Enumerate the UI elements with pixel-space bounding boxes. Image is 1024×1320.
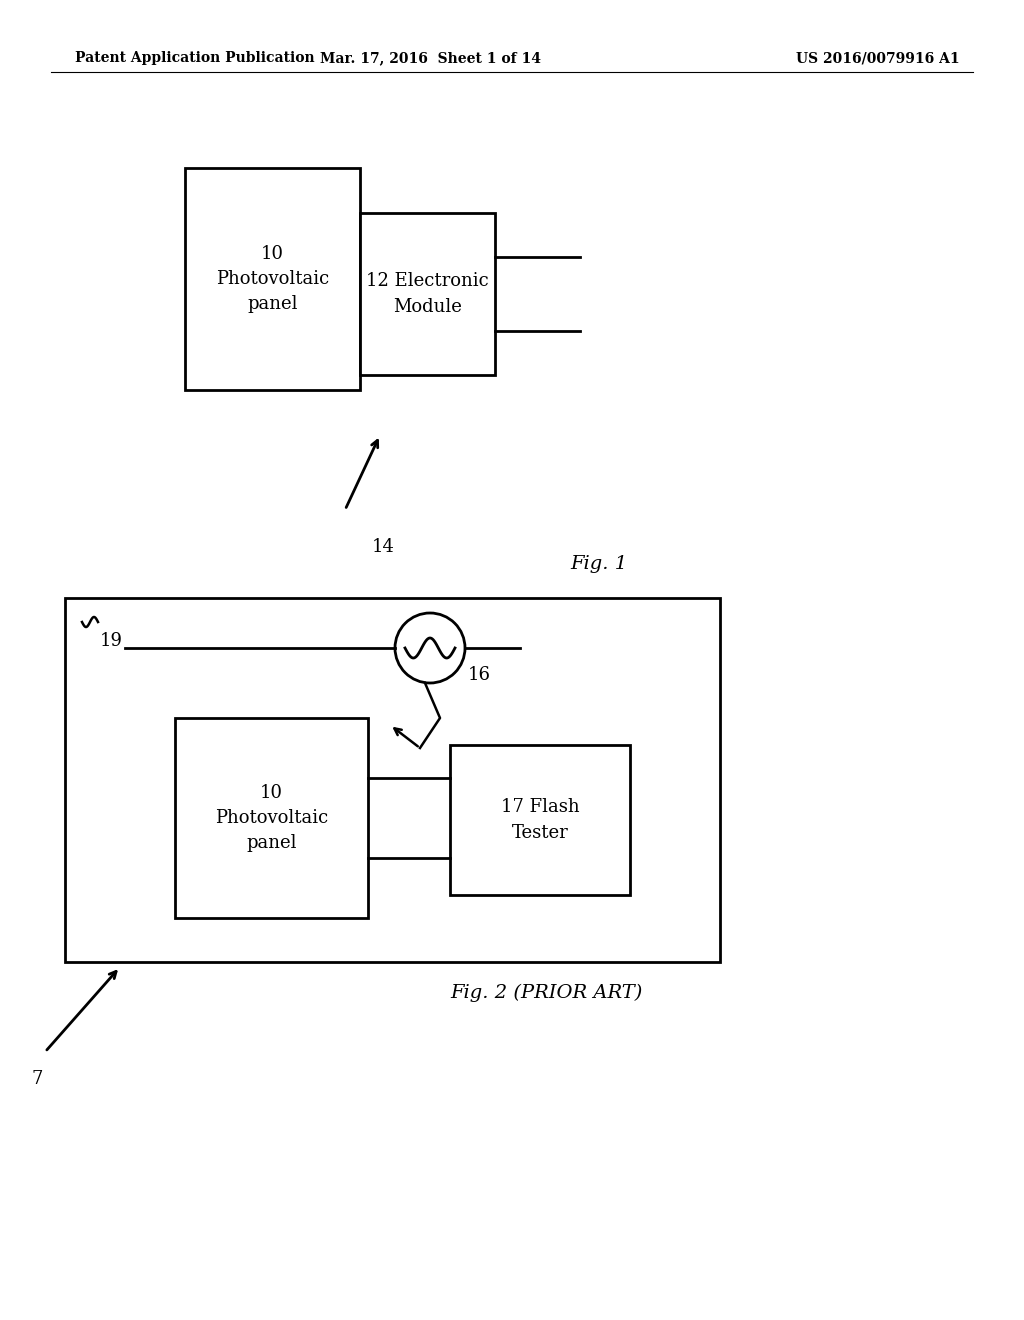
Text: 12 Electronic
Module: 12 Electronic Module [367, 272, 488, 315]
Text: 17 Flash
Tester: 17 Flash Tester [501, 799, 580, 842]
Bar [175, 718, 368, 917]
Text: Fig. 2 (PRIOR ART): Fig. 2 (PRIOR ART) [450, 983, 642, 1002]
Text: 10
Photovoltaic
panel: 10 Photovoltaic panel [215, 784, 328, 851]
Text: 7: 7 [32, 1071, 43, 1088]
Text: Mar. 17, 2016  Sheet 1 of 14: Mar. 17, 2016 Sheet 1 of 14 [319, 51, 541, 65]
Text: 14: 14 [372, 539, 394, 556]
Text: Fig. 1: Fig. 1 [570, 554, 627, 573]
Text: 19: 19 [100, 632, 123, 649]
Text: 16: 16 [468, 667, 490, 684]
Text: US 2016/0079916 A1: US 2016/0079916 A1 [797, 51, 961, 65]
Text: 10
Photovoltaic
panel: 10 Photovoltaic panel [216, 246, 329, 313]
Bar [360, 213, 495, 375]
Bar [185, 168, 360, 389]
Bar [65, 598, 720, 962]
Bar [450, 744, 630, 895]
Text: Patent Application Publication: Patent Application Publication [75, 51, 314, 65]
